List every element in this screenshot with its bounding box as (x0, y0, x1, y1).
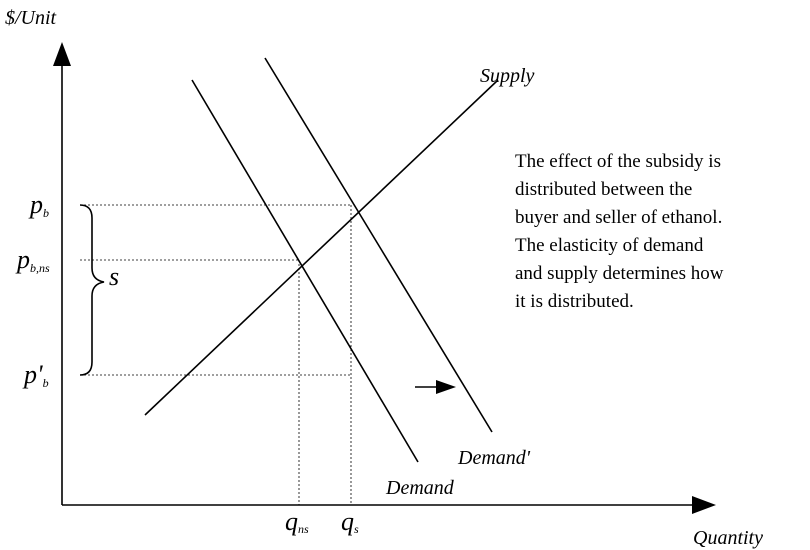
subscript: ns (298, 522, 309, 536)
subscript: b (43, 376, 49, 390)
y-axis-arrow (53, 42, 71, 66)
symbol: p' (22, 360, 43, 389)
shift-arrowhead (436, 380, 456, 394)
note-line: The effect of the subsidy is (515, 151, 721, 172)
price-label: pb,ns (15, 245, 50, 275)
note-line: buyer and seller of ethanol. (515, 207, 722, 228)
symbol: p (28, 190, 43, 219)
quantity-label: qs (341, 507, 359, 536)
price-label: p'b (22, 360, 49, 390)
symbol: p (15, 245, 30, 274)
note-line: it is distributed. (515, 291, 634, 312)
symbol: q (285, 507, 298, 536)
note-line: The elasticity of demand (515, 235, 704, 256)
demand-shifted-curve (264, 57, 493, 433)
x-axis-label: Quantity (693, 527, 763, 549)
subsidy-label: s (109, 262, 119, 291)
symbol: q (341, 507, 354, 536)
y-axis-label: $/Unit (5, 7, 57, 29)
note-line: and supply determines how (515, 263, 724, 284)
supply-curve (144, 79, 499, 416)
x-axis-arrow (692, 496, 716, 514)
price-label: pb (28, 190, 49, 220)
note: The effect of the subsidy is distributed … (515, 151, 724, 312)
subscript: b,ns (30, 261, 50, 275)
subsidy-brace (79, 204, 105, 376)
demand-curve (191, 79, 419, 463)
demand-shifted-label: Demand' (457, 447, 531, 469)
subscript: s (354, 522, 359, 536)
quantity-label: qns (285, 507, 309, 536)
demand-label: Demand (385, 477, 455, 499)
supply-label: Supply (480, 65, 535, 87)
note-line: distributed between the (515, 179, 692, 200)
subscript: b (43, 206, 49, 220)
